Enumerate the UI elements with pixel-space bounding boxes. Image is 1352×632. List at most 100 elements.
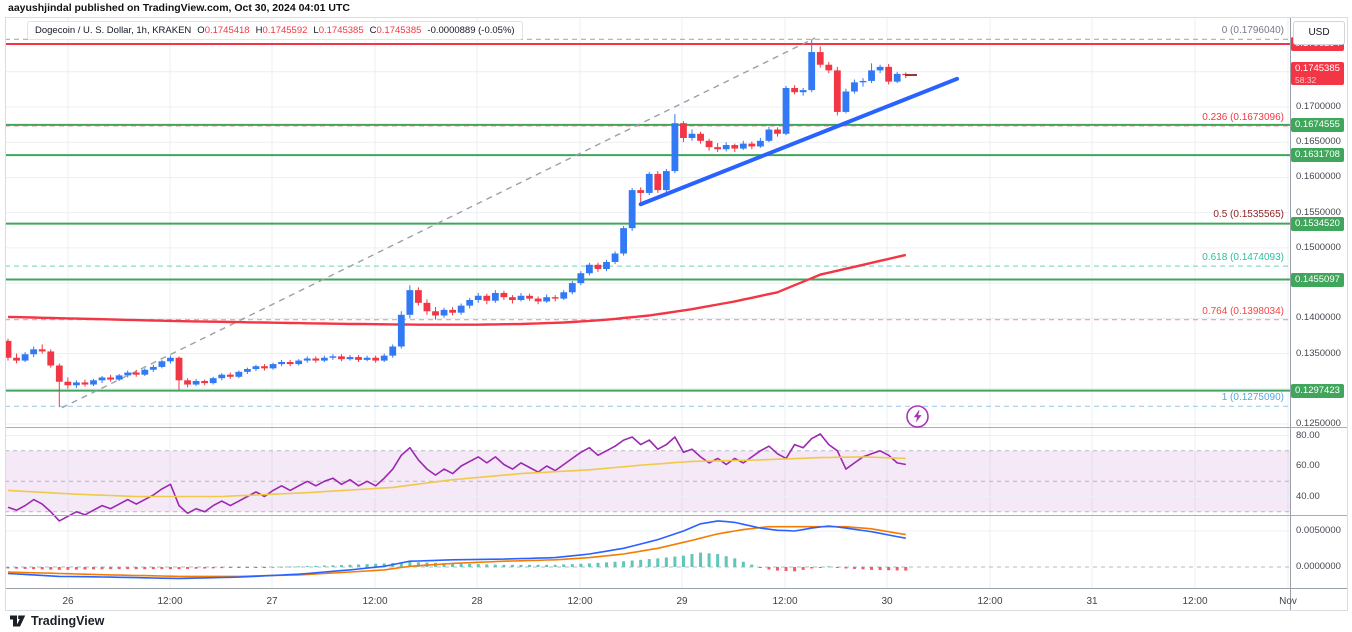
- candle-down: [107, 377, 114, 380]
- candle-up: [209, 378, 217, 384]
- macd-histogram-bar: [545, 564, 549, 567]
- macd-histogram-bar: [647, 559, 651, 567]
- macd-histogram-bar: [605, 562, 608, 567]
- support-price-label: 0.1534520: [1291, 216, 1344, 231]
- rsi-ma-line: [7, 456, 906, 498]
- ohlc-value: 0.1745385: [376, 25, 422, 36]
- macd-histogram-bar: [904, 567, 908, 571]
- symbol-legend[interactable]: Dogecoin / U. S. Dollar, 1h, KRAKEN O0.17…: [27, 21, 523, 40]
- candle-down: [697, 133, 704, 141]
- flash-icon[interactable]: [905, 404, 930, 429]
- candle-down: [47, 351, 55, 366]
- ohlc-letter: O: [197, 25, 205, 36]
- price-tick: 0.1650000: [1296, 136, 1341, 148]
- candle-up: [149, 366, 157, 370]
- fib-label-0.618: 0.618 (0.1474093): [1202, 252, 1284, 264]
- macd-histogram-bar: [510, 564, 514, 567]
- candle-up: [363, 357, 371, 360]
- candle-down: [423, 302, 431, 312]
- macd-histogram-bar: [399, 562, 403, 567]
- snapshot-attribution: aayushjindal published on TradingView.co…: [8, 2, 350, 14]
- candle-up: [560, 292, 568, 299]
- candle-down: [286, 361, 294, 365]
- macd-histogram-bar: [562, 564, 566, 567]
- candle-up: [73, 382, 80, 386]
- candle-down: [81, 382, 89, 385]
- candle-up: [688, 133, 696, 138]
- candle-down: [748, 143, 756, 147]
- time-tick: 29: [676, 596, 688, 607]
- candle-up: [346, 357, 354, 360]
- macd-histogram-bar: [100, 567, 104, 570]
- tradingview-mark-icon: [10, 615, 26, 627]
- candle-up: [303, 358, 311, 361]
- macd-histogram-bar: [357, 564, 361, 567]
- candle-up: [295, 360, 303, 365]
- ohlc-values: O0.1745418 H0.1745592 L0.1745385 C0.1745385: [191, 25, 421, 36]
- macd-histogram-bar: [134, 567, 138, 570]
- tradingview-logo[interactable]: TradingView: [9, 613, 104, 628]
- candle-up: [782, 87, 790, 134]
- attribution-text: aayushjindal published on TradingView.co…: [8, 2, 350, 14]
- fib-baseline-trendline: [61, 37, 816, 409]
- macd-histogram-bar: [528, 564, 532, 567]
- macd-signal-line: [7, 525, 906, 578]
- macd-histogram-bar: [724, 556, 728, 567]
- support-price-label: 0.1674555: [1291, 117, 1344, 132]
- candle-down: [13, 357, 20, 361]
- candle-up: [603, 261, 610, 270]
- time-scale[interactable]: [6, 589, 1290, 609]
- macd-histogram-bar: [220, 567, 224, 569]
- macd-histogram-bar: [502, 564, 506, 567]
- candle-up: [269, 364, 277, 369]
- time-tick: 12:00: [772, 596, 798, 607]
- macd-histogram-bar: [66, 567, 70, 570]
- candle-up: [543, 297, 551, 302]
- macd-histogram-bar: [716, 554, 720, 567]
- candle-up: [278, 361, 285, 365]
- pane-separator-macd[interactable]: [5, 515, 1347, 516]
- candle-down: [483, 295, 491, 301]
- macd-histogram-bar: [263, 567, 266, 568]
- candle-up: [235, 371, 243, 377]
- candle-down: [509, 297, 516, 301]
- candle-up: [620, 228, 627, 254]
- candle-up: [21, 354, 29, 361]
- price-tick: 0.1550000: [1296, 206, 1341, 218]
- macd-histogram-bar: [271, 566, 275, 568]
- candle-up: [799, 90, 807, 93]
- candle-up: [474, 295, 482, 301]
- price-chart-plot[interactable]: [4, 17, 1290, 610]
- macd-histogram-bar: [827, 566, 831, 568]
- macd-histogram-bar: [553, 564, 557, 567]
- macd-histogram-bar: [322, 565, 326, 567]
- macd-tick: 0.0050000: [1296, 525, 1341, 536]
- macd-histogram-bar: [579, 563, 583, 567]
- macd-histogram-bar: [664, 557, 668, 567]
- macd-histogram-bar: [331, 565, 335, 567]
- macd-histogram-bar: [476, 564, 480, 567]
- candle-down: [714, 147, 722, 150]
- support-price-label: 0.1631708: [1291, 148, 1344, 163]
- candle-up: [406, 290, 414, 315]
- candle-up: [671, 123, 679, 172]
- support-price-label: 0.1455097: [1291, 272, 1344, 287]
- macd-histogram-bar: [408, 561, 412, 567]
- candle-up: [662, 171, 670, 191]
- macd-tick: 0.0000000: [1296, 561, 1341, 572]
- candle-up: [90, 380, 97, 385]
- fib-label-0.236: 0.236 (0.1673096): [1202, 111, 1284, 123]
- countdown-timer: 58:32: [1295, 75, 1317, 86]
- macd-histogram-bar: [895, 567, 899, 571]
- macd-histogram-bar: [305, 566, 309, 568]
- candle-up: [722, 145, 730, 150]
- macd-histogram-bar: [160, 567, 164, 570]
- currency-toggle-button[interactable]: USD: [1293, 21, 1345, 45]
- macd-histogram-bar: [587, 563, 591, 567]
- pane-separator-rsi[interactable]: [5, 427, 1347, 428]
- macd-histogram-bar: [168, 567, 172, 570]
- price-tick: 0.1400000: [1296, 312, 1341, 324]
- price-axis-border: [1290, 17, 1291, 610]
- candle-up: [389, 346, 397, 356]
- macd-histogram-bar: [810, 567, 814, 569]
